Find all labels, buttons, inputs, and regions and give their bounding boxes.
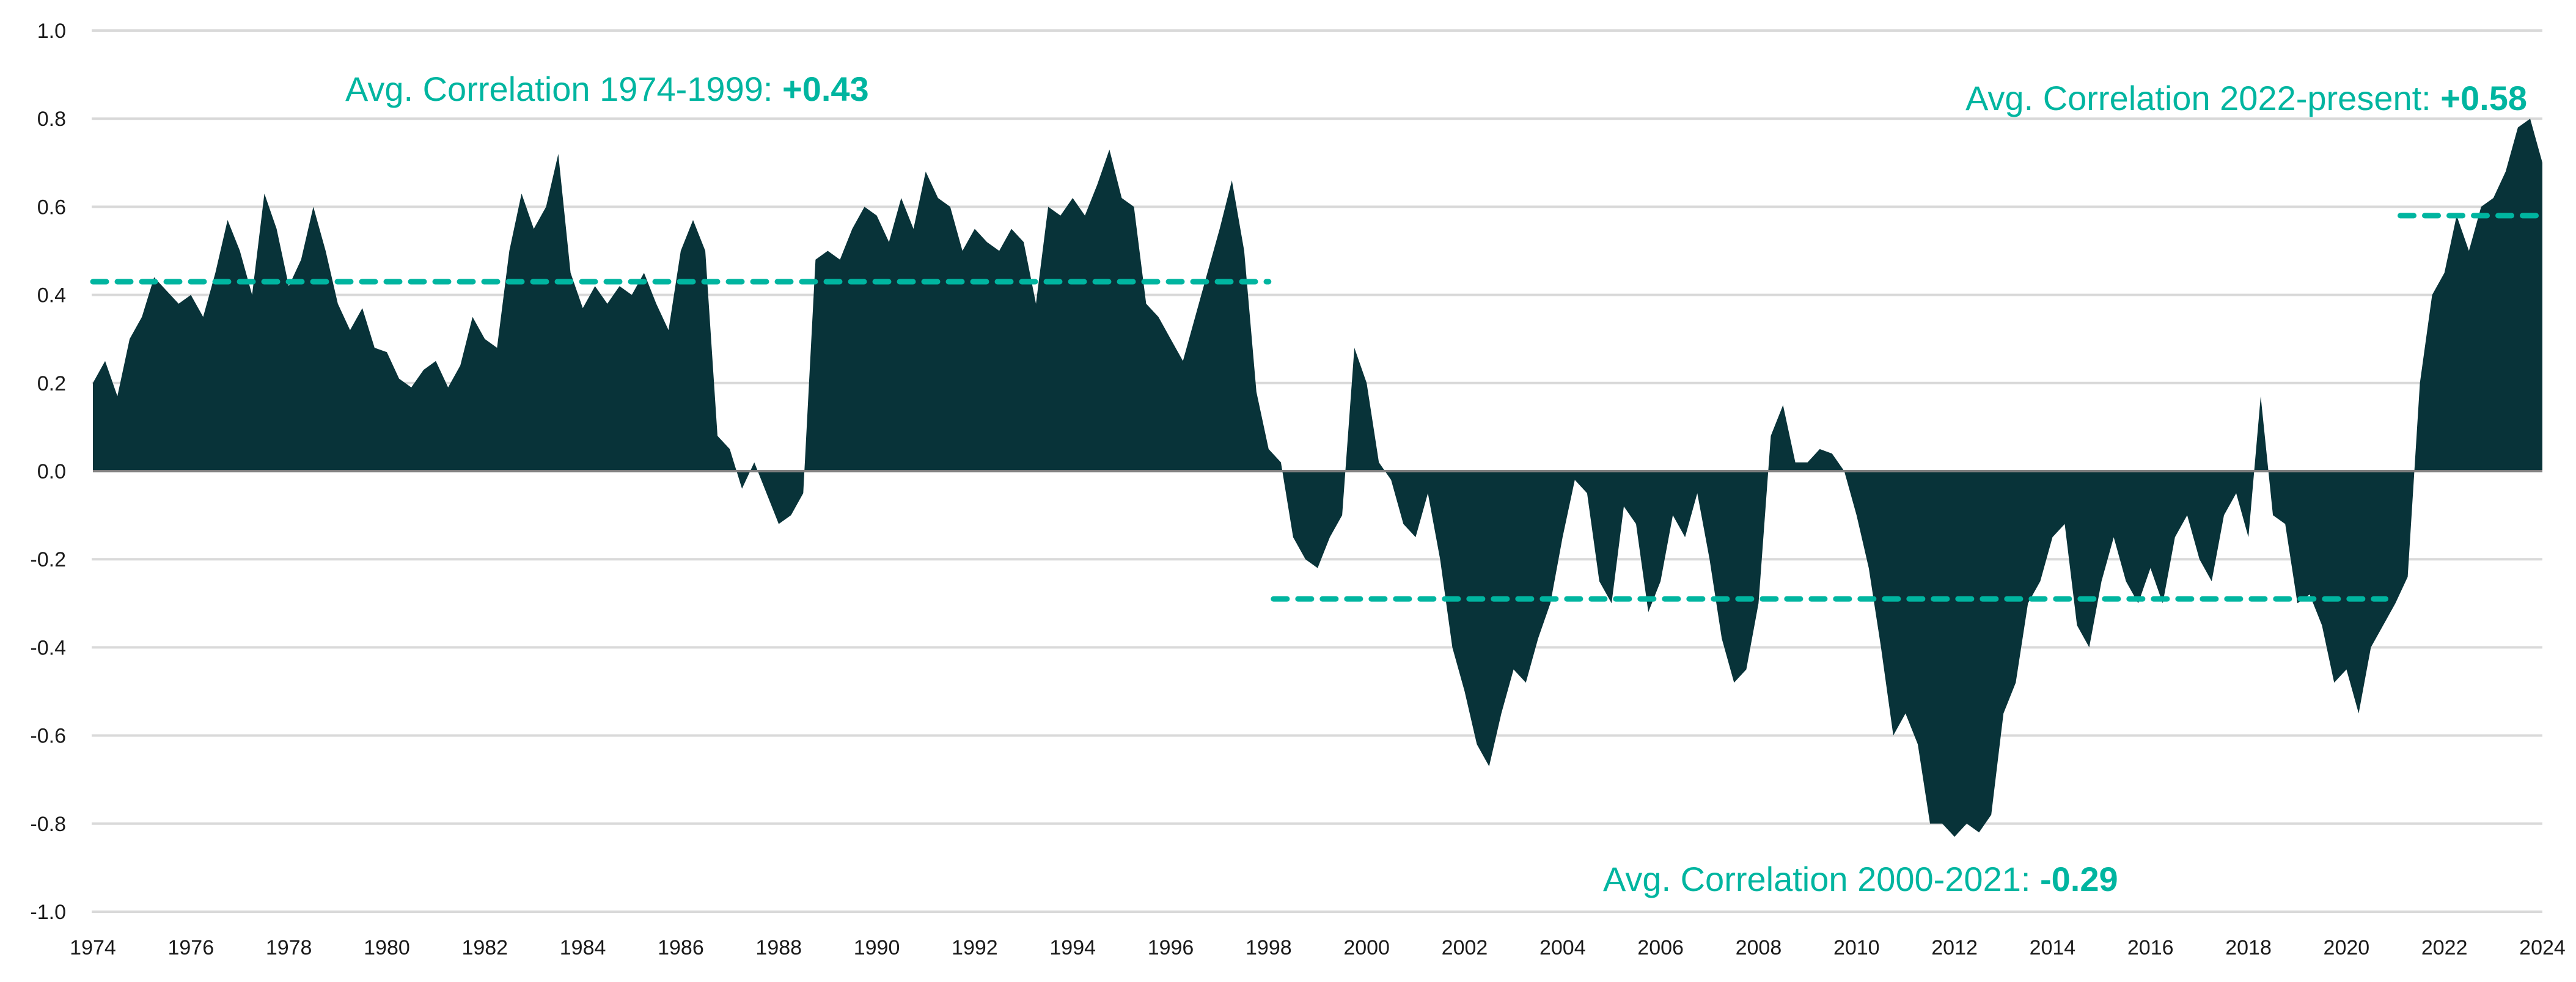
avg-annotation-2000-2021: Avg. Correlation 2000-2021: -0.29 — [1603, 860, 2118, 898]
x-axis-ticks: 1974 1976 1978 1980 1982 1984 1986 1988 1990 1992… — [70, 936, 2566, 959]
x-tick-label: 2018 — [2225, 936, 2272, 959]
x-tick-label: 2024 — [2519, 936, 2566, 959]
x-tick-label: 2002 — [1442, 936, 1488, 959]
x-tick-label: 2000 — [1343, 936, 1390, 959]
y-tick-label: 1.0 — [37, 20, 66, 43]
avg-annotation-2022-present: Avg. Correlation 2022-present: +0.58 — [1965, 79, 2527, 117]
x-tick-label: 1980 — [364, 936, 410, 959]
x-tick-label: 2010 — [1833, 936, 1880, 959]
x-tick-label: 2020 — [2324, 936, 2370, 959]
avg-value: -0.29 — [2040, 860, 2118, 898]
x-tick-label: 2012 — [1931, 936, 1978, 959]
y-axis-ticks: 1.0 0.8 0.6 0.4 0.2 0.0 -0.2 -0.4 -0.6 -0.8 -1.0 — [30, 20, 66, 924]
y-tick-label: -0.6 — [30, 725, 66, 748]
y-tick-label: -0.4 — [30, 636, 66, 659]
x-tick-label: 2006 — [1637, 936, 1684, 959]
avg-label: Avg. Correlation 2022-present: — [1965, 79, 2440, 117]
x-tick-label: 1976 — [167, 936, 214, 959]
x-tick-label: 1974 — [70, 936, 116, 959]
y-tick-label: 0.2 — [37, 372, 66, 395]
correlation-area — [93, 119, 2542, 837]
avg-label: Avg. Correlation 2000-2021: — [1603, 860, 2040, 898]
x-tick-label: 2022 — [2421, 936, 2468, 959]
avg-annotation-1974-1999: Avg. Correlation 1974-1999: +0.43 — [345, 70, 869, 108]
y-tick-label: 0.4 — [37, 284, 66, 307]
x-tick-label: 1978 — [266, 936, 312, 959]
y-tick-label: 0.6 — [37, 196, 66, 219]
y-tick-label: -1.0 — [30, 901, 66, 924]
x-tick-label: 1982 — [461, 936, 508, 959]
avg-value: +0.58 — [2440, 79, 2527, 117]
x-tick-label: 1988 — [755, 936, 802, 959]
x-tick-label: 2008 — [1736, 936, 1782, 959]
x-tick-label: 2004 — [1539, 936, 1586, 959]
x-tick-label: 2016 — [2127, 936, 2174, 959]
y-tick-label: 0.0 — [37, 460, 66, 483]
y-tick-label: -0.2 — [30, 548, 66, 571]
avg-value: +0.43 — [782, 70, 869, 108]
x-tick-label: 1998 — [1246, 936, 1292, 959]
avg-label: Avg. Correlation 1974-1999: — [345, 70, 782, 108]
x-tick-label: 1984 — [560, 936, 606, 959]
average-lines — [90, 213, 2545, 602]
x-tick-label: 1992 — [952, 936, 998, 959]
y-tick-label: 0.8 — [37, 108, 66, 131]
y-tick-label: -0.8 — [30, 813, 66, 836]
x-tick-label: 1996 — [1148, 936, 1194, 959]
x-tick-label: 1990 — [854, 936, 900, 959]
x-tick-label: 1994 — [1049, 936, 1096, 959]
x-tick-label: 2014 — [2030, 936, 2076, 959]
x-tick-label: 1986 — [658, 936, 704, 959]
